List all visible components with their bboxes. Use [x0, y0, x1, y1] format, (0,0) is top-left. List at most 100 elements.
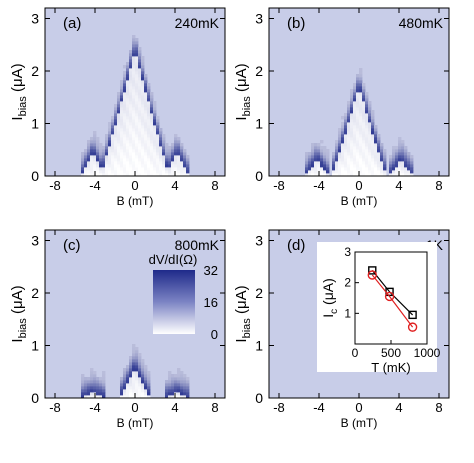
heatmap-cell: [96, 149, 100, 153]
heatmap-cell: [117, 149, 121, 153]
heatmap-cell: [129, 116, 133, 120]
heatmap-cell: [362, 122, 366, 126]
heatmap-cell: [356, 86, 360, 90]
heatmap-cell: [368, 164, 372, 168]
heatmap-cell: [120, 116, 124, 120]
heatmap-cell: [141, 68, 145, 72]
heatmap-cell: [93, 161, 97, 165]
heatmap-cell: [141, 62, 145, 66]
heatmap-cell: [356, 158, 360, 162]
heatmap-cell: [183, 155, 187, 159]
heatmap-cell: [186, 377, 190, 381]
heatmap-cell: [180, 146, 184, 150]
heatmap-cell: [120, 128, 124, 132]
heatmap-cell: [153, 116, 157, 120]
heatmap-cell: [350, 89, 354, 93]
heatmap-cell: [138, 152, 142, 156]
heatmap-cell: [129, 155, 133, 159]
heatmap-cell: [135, 365, 139, 369]
heatmap-cell: [135, 164, 139, 168]
heatmap-cell: [138, 137, 142, 141]
heatmap-cell: [359, 161, 363, 165]
heatmap-cell: [114, 116, 118, 120]
heatmap-cell: [102, 161, 106, 165]
heatmap-cell: [159, 146, 163, 150]
heatmap-cell: [153, 140, 157, 144]
heatmap-cell: [395, 164, 399, 168]
heatmap-cell: [123, 146, 127, 150]
heatmap-cell: [171, 167, 175, 171]
inset-background: [317, 242, 437, 372]
heatmap-cell: [153, 170, 157, 174]
heatmap-cell: [353, 86, 357, 90]
heatmap-cell: [150, 149, 154, 153]
heatmap-cell: [165, 389, 169, 393]
heatmap-cell: [353, 110, 357, 114]
heatmap-cell: [314, 167, 318, 171]
heatmap-cell: [111, 158, 115, 162]
heatmap-cell: [135, 161, 139, 165]
heatmap-cell: [135, 38, 139, 42]
heatmap-cell: [108, 137, 112, 141]
heatmap-cell: [174, 146, 178, 150]
heatmap-cell: [183, 152, 187, 156]
heatmap-cell: [87, 155, 91, 159]
heatmap-cell: [156, 155, 160, 159]
heatmap-cell: [117, 113, 121, 117]
heatmap-cell: [159, 167, 163, 171]
heatmap-cell: [126, 161, 130, 165]
heatmap-cell: [93, 158, 97, 162]
heatmap-cell: [90, 386, 94, 390]
heatmap-cell: [165, 167, 169, 171]
heatmap-cell: [353, 128, 357, 132]
heatmap-cell: [156, 140, 160, 144]
heatmap-cell: [171, 155, 175, 159]
heatmap-cell: [93, 383, 97, 387]
heatmap-cell: [123, 371, 127, 375]
heatmap-cell: [177, 368, 181, 372]
heatmap-cell: [147, 374, 151, 378]
heatmap-cell: [114, 158, 118, 162]
heatmap-cell: [105, 173, 109, 177]
heatmap-cell: [144, 170, 148, 174]
heatmap-cell: [123, 158, 127, 162]
heatmap-cell: [305, 173, 309, 177]
heatmap-cell: [87, 386, 91, 390]
heatmap-cell: [180, 380, 184, 384]
heatmap-cell: [353, 143, 357, 147]
heatmap-cell: [123, 167, 127, 171]
inset-x-axis-label: T (mK): [371, 360, 410, 375]
heatmap-cell: [377, 149, 381, 153]
heatmap-cell: [129, 356, 133, 360]
heatmap-cell: [150, 143, 154, 147]
heatmap-cell: [374, 149, 378, 153]
heatmap-cell: [389, 164, 393, 168]
heatmap-cell: [81, 155, 85, 159]
heatmap-cell: [132, 98, 136, 102]
heatmap-cell: [135, 353, 139, 357]
heatmap-cell: [404, 164, 408, 168]
heatmap-cell: [129, 110, 133, 114]
heatmap-cell: [138, 149, 142, 153]
heatmap-cell: [87, 140, 91, 144]
heatmap-cell: [102, 389, 106, 393]
heatmap-cell: [99, 173, 103, 177]
heatmap-cell: [141, 56, 145, 60]
heatmap-cell: [135, 95, 139, 99]
heatmap-cell: [141, 65, 145, 69]
heatmap-cell: [183, 386, 187, 390]
heatmap-cell: [341, 152, 345, 156]
heatmap-cell: [365, 95, 369, 99]
heatmap-cell: [132, 362, 136, 366]
heatmap-cell: [374, 128, 378, 132]
heatmap-cell: [120, 152, 124, 156]
heatmap-cell: [129, 359, 133, 363]
heatmap-cell: [138, 353, 142, 357]
heatmap-cell: [132, 107, 136, 111]
heatmap-cell: [135, 350, 139, 354]
heatmap-cell: [90, 161, 94, 165]
heatmap-cell: [389, 155, 393, 159]
heatmap-cell: [344, 113, 348, 117]
heatmap-cell: [126, 95, 130, 99]
heatmap-cell: [120, 380, 124, 384]
